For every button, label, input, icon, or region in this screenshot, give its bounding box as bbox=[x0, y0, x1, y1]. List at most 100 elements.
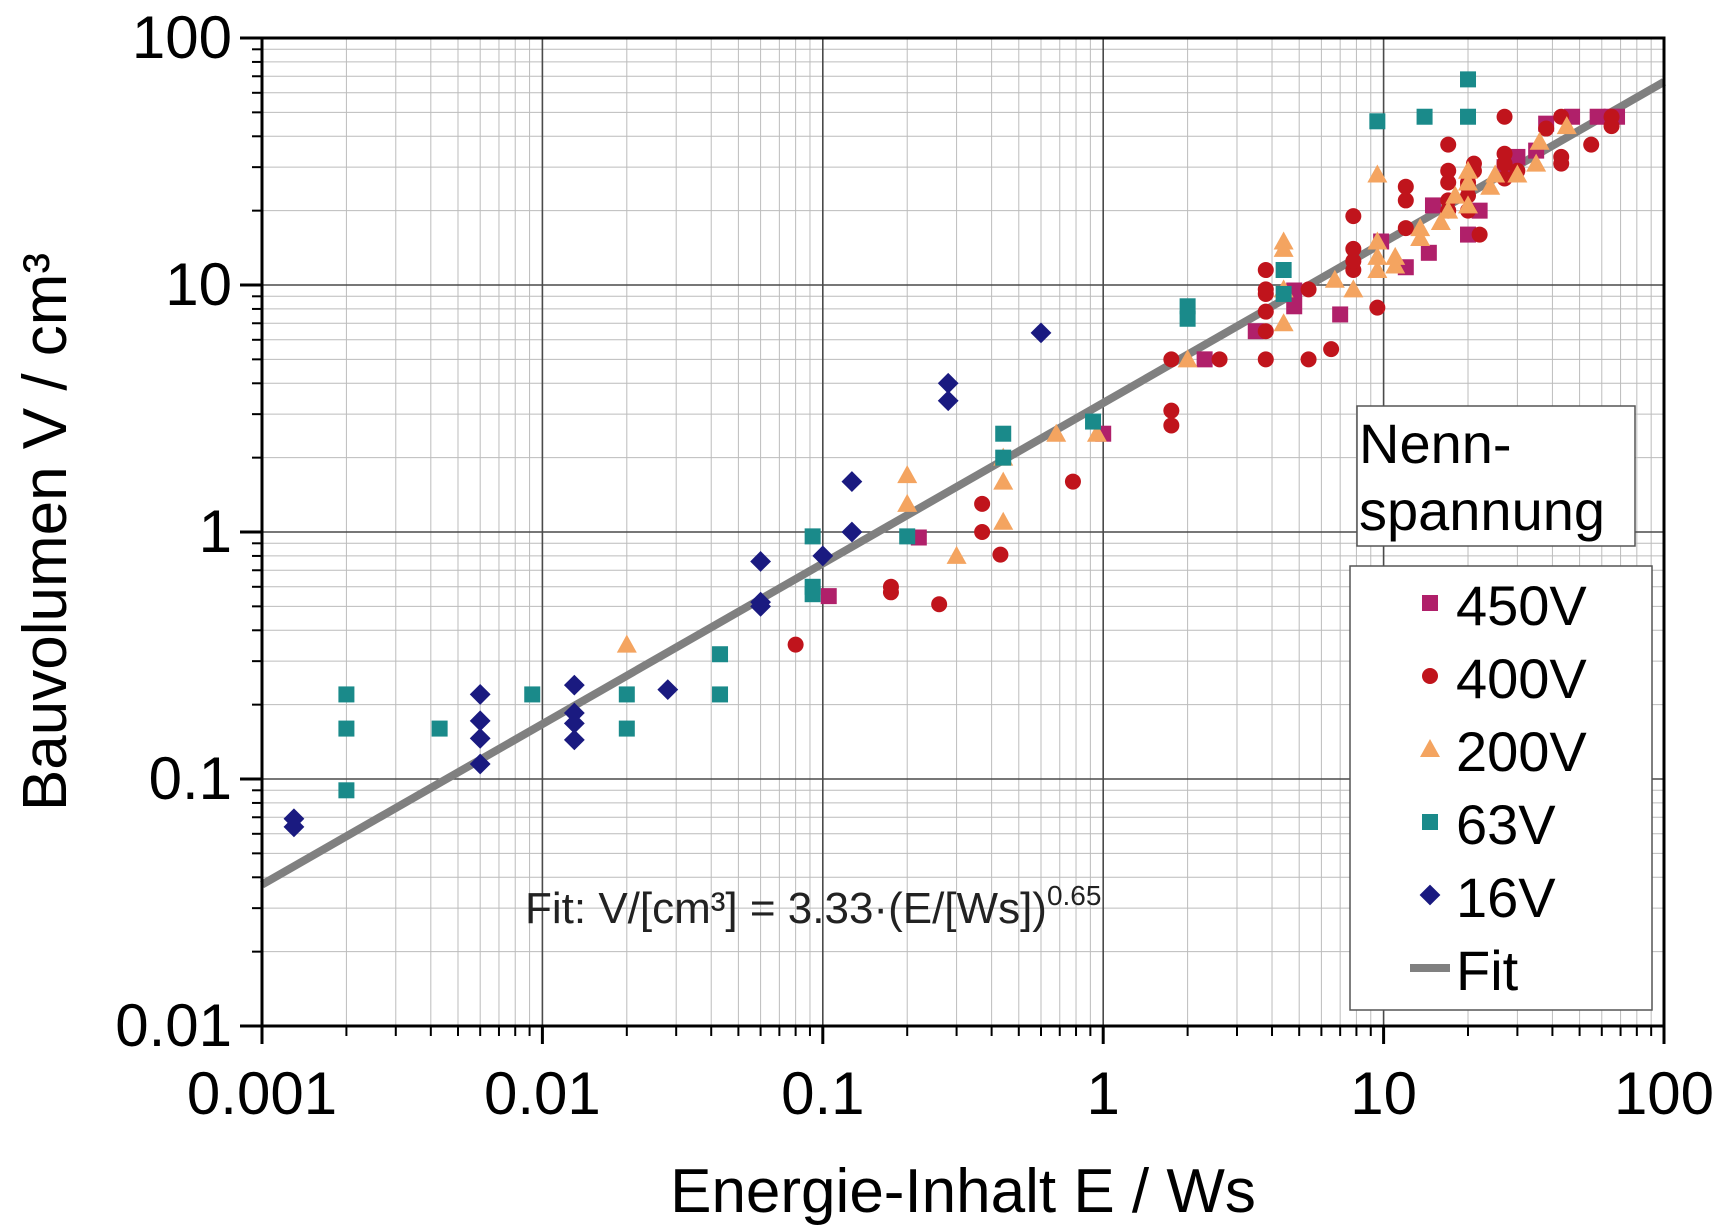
data-point bbox=[1430, 211, 1451, 230]
legend-label: 400V bbox=[1456, 647, 1587, 710]
data-point bbox=[1440, 136, 1457, 153]
data-point bbox=[1324, 269, 1345, 288]
y-tick-label: 100 bbox=[132, 4, 232, 71]
data-point bbox=[1275, 262, 1292, 279]
data-point bbox=[1257, 281, 1274, 298]
legend-item-16V: 16V bbox=[1419, 866, 1556, 929]
data-point bbox=[899, 528, 916, 545]
data-point bbox=[1420, 244, 1437, 261]
data-point bbox=[469, 684, 491, 705]
legend-marker bbox=[1422, 595, 1438, 611]
data-point bbox=[1300, 351, 1317, 368]
data-point bbox=[524, 686, 541, 703]
data-point bbox=[338, 720, 355, 737]
y-tick-label: 0.1 bbox=[149, 745, 232, 812]
x-tick-label: 10 bbox=[1350, 1060, 1417, 1127]
y-tick-label: 1 bbox=[199, 498, 232, 565]
data-point bbox=[974, 524, 991, 540]
x-tick-label: 0.001 bbox=[187, 1060, 337, 1127]
points-layer bbox=[283, 71, 1626, 838]
series-200V bbox=[616, 116, 1577, 653]
legend-label: 63V bbox=[1456, 793, 1556, 856]
data-point bbox=[812, 545, 834, 567]
data-point bbox=[1509, 148, 1526, 165]
data-point bbox=[1556, 116, 1577, 135]
data-point bbox=[1163, 402, 1180, 419]
data-point bbox=[1211, 351, 1228, 368]
fit-annotation-exponent: 0.65 bbox=[1047, 880, 1102, 911]
x-tick-label: 1 bbox=[1087, 1060, 1120, 1127]
data-point bbox=[1086, 423, 1107, 442]
data-point bbox=[841, 521, 863, 543]
legend-label: 450V bbox=[1456, 574, 1587, 637]
legend-marker bbox=[1422, 814, 1438, 830]
data-point bbox=[657, 679, 679, 701]
data-point bbox=[993, 511, 1014, 530]
data-point bbox=[1300, 281, 1317, 298]
data-point bbox=[1416, 108, 1433, 125]
legend: 450V 400V 200V 63V 16V Fit bbox=[1349, 565, 1653, 1011]
legend-item-400V: 400V bbox=[1422, 647, 1587, 710]
data-point bbox=[820, 588, 837, 605]
data-point bbox=[1529, 131, 1550, 150]
data-point bbox=[1385, 246, 1406, 265]
data-point bbox=[1046, 423, 1067, 442]
data-point bbox=[1440, 174, 1457, 191]
data-point bbox=[1332, 306, 1349, 323]
data-point bbox=[1460, 226, 1477, 243]
data-point bbox=[1064, 473, 1081, 490]
data-point bbox=[1177, 349, 1198, 368]
data-point bbox=[882, 578, 899, 595]
data-point bbox=[1367, 246, 1388, 265]
legend-marker bbox=[1420, 739, 1440, 757]
legend-label: 16V bbox=[1456, 866, 1556, 929]
data-point bbox=[563, 729, 585, 751]
legend-label: Fit bbox=[1456, 939, 1519, 1002]
data-point bbox=[787, 636, 804, 653]
data-point bbox=[1424, 197, 1441, 214]
data-point bbox=[995, 425, 1012, 442]
data-point bbox=[1438, 200, 1459, 219]
legend-title-line-2: spannung bbox=[1359, 479, 1605, 542]
data-point bbox=[1257, 303, 1274, 320]
data-point bbox=[1485, 164, 1506, 183]
data-point bbox=[1273, 313, 1294, 332]
data-point bbox=[1410, 218, 1431, 237]
data-point bbox=[974, 495, 991, 512]
data-point bbox=[1583, 136, 1600, 153]
fit-annotation-formula: Fit: V/[cm³] = 3.33·(E/[Ws]) bbox=[525, 884, 1047, 933]
data-point bbox=[1397, 178, 1414, 195]
data-point bbox=[469, 728, 491, 749]
data-point bbox=[1397, 220, 1414, 237]
data-point bbox=[1471, 226, 1488, 243]
fit-layer bbox=[260, 78, 1666, 889]
legend-item-63V: 63V bbox=[1422, 793, 1556, 856]
data-point bbox=[1410, 227, 1431, 246]
data-point bbox=[1445, 185, 1466, 204]
data-point bbox=[995, 449, 1012, 466]
data-point bbox=[841, 471, 863, 492]
data-point bbox=[804, 578, 821, 595]
data-point bbox=[897, 493, 918, 512]
legend-title-box: Nenn- spannung bbox=[1356, 405, 1636, 547]
data-point bbox=[469, 753, 491, 775]
data-point bbox=[1526, 153, 1547, 172]
data-point bbox=[1460, 71, 1477, 88]
data-point bbox=[1273, 231, 1294, 250]
data-point bbox=[618, 686, 635, 703]
data-point bbox=[1367, 260, 1388, 279]
data-point bbox=[1471, 202, 1488, 219]
data-point bbox=[1369, 113, 1386, 130]
data-point bbox=[1553, 148, 1570, 165]
data-point bbox=[1458, 172, 1479, 191]
data-point bbox=[1030, 322, 1052, 344]
data-point bbox=[1343, 279, 1364, 298]
data-point bbox=[1179, 310, 1196, 327]
data-point bbox=[1458, 160, 1479, 179]
data-point bbox=[1397, 192, 1414, 209]
data-point bbox=[1196, 351, 1213, 368]
data-point bbox=[1480, 176, 1501, 195]
data-point bbox=[1440, 162, 1457, 179]
